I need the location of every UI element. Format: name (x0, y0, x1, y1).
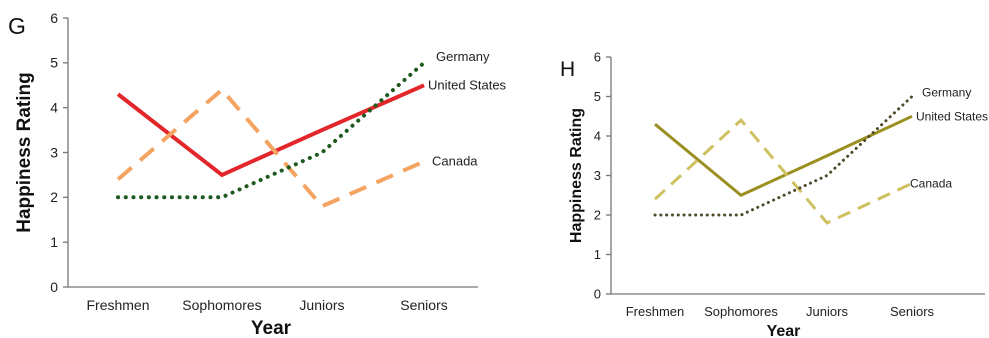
series-line-germany (653, 95, 914, 217)
y-tick-label: 1 (50, 234, 58, 250)
series-label-canada: Canada (432, 153, 478, 168)
x-tick-label: Juniors (299, 297, 344, 313)
panel-letter: G (8, 13, 26, 39)
x-tick-label: Sophomores (704, 304, 778, 319)
series-label-united-states: United States (916, 109, 988, 123)
x-axis-title: Year (767, 323, 801, 338)
y-tick-label: 5 (594, 89, 601, 104)
x-tick-label: Freshmen (86, 297, 149, 313)
panel-letter: H (560, 58, 575, 81)
y-axis-title: Happiness Rating (14, 72, 35, 232)
y-tick-label: 2 (594, 208, 601, 223)
y-tick-label: 3 (594, 168, 601, 183)
y-tick-label: 5 (50, 55, 58, 71)
y-tick-label: 6 (50, 10, 58, 26)
series-line-germany (116, 60, 426, 200)
y-axis-title: Happiness Rating (568, 108, 585, 243)
chart-panel-g: G 0 1 2 3 4 5 6 Freshmen Sophomores Juniors Seniors… (8, 10, 507, 338)
y-tick-label: 6 (594, 50, 601, 65)
y-tick-label: 3 (50, 144, 58, 160)
y-tick-label: 0 (594, 287, 601, 302)
x-tick-label: Sophomores (182, 297, 261, 313)
series-label-canada: Canada (910, 176, 952, 190)
y-tick-label: 4 (594, 129, 601, 144)
x-tick-label: Seniors (890, 304, 935, 319)
x-tick-label: Freshmen (626, 304, 685, 319)
chart-panel-h: H 0 1 2 3 4 5 6 Freshmen Sophomores Juniors Seniors… (560, 50, 988, 338)
series-line-united-states (116, 83, 425, 178)
y-tick-label: 0 (50, 279, 58, 295)
x-tick-label: Juniors (806, 304, 848, 319)
y-tick-label: 1 (594, 247, 601, 262)
x-tick-label: Seniors (400, 297, 447, 313)
series-line-canada (116, 86, 425, 209)
series-label-united-states: United States (428, 77, 507, 92)
series-label-germany: Germany (922, 86, 971, 100)
series-line-united-states (654, 114, 913, 198)
y-tick-label: 4 (50, 100, 58, 116)
y-tick-label: 2 (50, 189, 58, 205)
x-axis-title: Year (251, 318, 292, 338)
series-line-canada (653, 118, 913, 225)
series-label-germany: Germany (436, 49, 490, 64)
